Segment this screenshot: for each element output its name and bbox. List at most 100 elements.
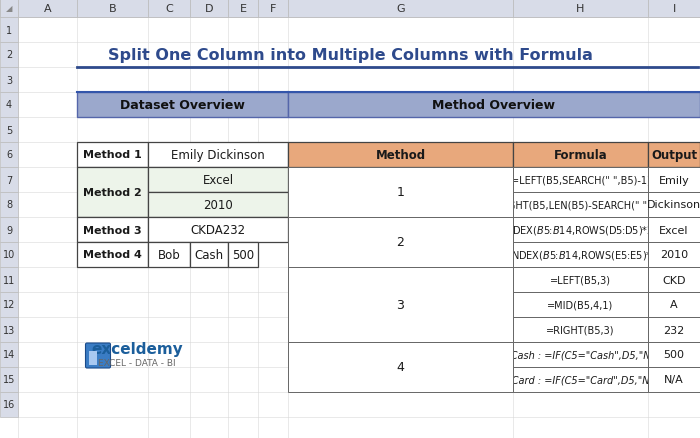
Bar (148, 143, 288, 168)
Text: Method 2: Method 2 (83, 187, 142, 198)
Bar (0, 392, 18, 417)
Text: exceldemy: exceldemy (91, 341, 183, 356)
Text: 12: 12 (3, 300, 15, 310)
Text: A: A (43, 4, 51, 14)
Text: 4: 4 (6, 100, 12, 110)
Bar (648, 0, 700, 18)
Bar (0, 118, 18, 143)
Bar (18, 0, 77, 18)
Bar (513, 292, 648, 317)
Text: EXCEL - DATA - BI: EXCEL - DATA - BI (452, 301, 536, 311)
FancyBboxPatch shape (85, 343, 111, 368)
Bar (0, 367, 18, 392)
Text: Method 4: Method 4 (83, 250, 142, 260)
Bar (513, 317, 648, 342)
Text: Bob: Bob (158, 248, 181, 261)
Bar (89, 351, 97, 365)
Bar (0, 168, 18, 193)
Text: 13: 13 (3, 325, 15, 335)
Text: 1: 1 (397, 186, 405, 199)
Text: 2010: 2010 (660, 250, 688, 260)
Bar (288, 143, 513, 168)
Bar (0, 143, 18, 168)
Bar (148, 168, 288, 193)
Text: C: C (165, 4, 173, 14)
Bar (648, 342, 700, 367)
Bar (190, 0, 228, 18)
Text: 232: 232 (664, 325, 685, 335)
Bar (0, 243, 18, 267)
Bar (648, 367, 700, 392)
Text: ◢: ◢ (6, 4, 13, 14)
Text: For Cash : =IF(C5="Cash",D5,"N/A"): For Cash : =IF(C5="Cash",D5,"N/A") (492, 350, 668, 360)
Bar (288, 168, 513, 218)
Text: CKDA232: CKDA232 (190, 223, 246, 237)
Text: 500: 500 (232, 248, 254, 261)
Bar (0, 43, 18, 68)
Text: CKD: CKD (662, 275, 686, 285)
Bar (288, 93, 700, 118)
Bar (148, 193, 288, 218)
Text: 3: 3 (397, 298, 405, 311)
Text: 16: 16 (3, 399, 15, 410)
Bar (77, 143, 148, 168)
Text: H: H (576, 4, 584, 14)
Bar (648, 193, 700, 218)
Bar (513, 243, 648, 267)
Bar (648, 243, 700, 267)
Text: =LEFT(B5,SEARCH(" ",B5)-1): =LEFT(B5,SEARCH(" ",B5)-1) (510, 175, 650, 185)
Bar (0, 68, 18, 93)
Bar (0, 292, 18, 317)
Text: Method 1: Method 1 (83, 150, 142, 160)
Text: N/A: N/A (664, 374, 684, 385)
Text: Method: Method (375, 148, 426, 162)
Text: 14: 14 (3, 350, 15, 360)
Bar (513, 342, 648, 367)
Bar (513, 267, 648, 292)
Text: EXCEL - DATA - BI: EXCEL - DATA - BI (98, 358, 176, 367)
Bar (228, 243, 258, 267)
Text: Dataset Overview: Dataset Overview (120, 99, 245, 112)
Text: 4: 4 (397, 360, 405, 374)
Bar (288, 267, 513, 342)
Text: exceldemy: exceldemy (419, 280, 570, 304)
Text: Excel: Excel (659, 225, 689, 235)
Text: =INDEX($B$5:$B$14,ROWS(E5:E5)*2): =INDEX($B$5:$B$14,ROWS(E5:E5)*2) (500, 248, 662, 261)
Text: 11: 11 (3, 275, 15, 285)
Text: Method Overview: Method Overview (433, 99, 556, 112)
Text: G: G (396, 4, 405, 14)
Bar (190, 243, 228, 267)
Bar (513, 218, 648, 243)
Text: For Card : =IF(C5="Card",D5,"N/A"): For Card : =IF(C5="Card",D5,"N/A") (494, 374, 668, 385)
Bar (77, 168, 148, 218)
Bar (513, 0, 648, 18)
Text: 8: 8 (6, 200, 12, 210)
Text: 3: 3 (6, 75, 12, 85)
Text: 10: 10 (3, 250, 15, 260)
Bar (648, 267, 700, 292)
Text: =INDEX($B$5:$B$14,ROWS(D5:D5)*2-1): =INDEX($B$5:$B$14,ROWS(D5:D5)*2-1) (494, 223, 667, 237)
Text: 15: 15 (3, 374, 15, 385)
Text: 9: 9 (6, 225, 12, 235)
Bar (513, 143, 648, 168)
Text: 2: 2 (397, 236, 405, 249)
Bar (0, 18, 18, 43)
Text: B: B (108, 4, 116, 14)
Bar (648, 292, 700, 317)
Text: Dickinson: Dickinson (647, 200, 700, 210)
Bar (77, 0, 148, 18)
Text: Emily Dickinson: Emily Dickinson (171, 148, 265, 162)
Bar (513, 168, 648, 193)
Bar (0, 93, 18, 118)
Bar (513, 193, 648, 218)
Text: E: E (239, 4, 246, 14)
Bar (648, 218, 700, 243)
Bar (258, 0, 288, 18)
Text: Cash: Cash (195, 248, 223, 261)
Bar (648, 317, 700, 342)
Text: 1: 1 (6, 25, 12, 35)
Text: =LEFT(B5,3): =LEFT(B5,3) (550, 275, 611, 285)
Bar (77, 243, 148, 267)
Bar (288, 218, 513, 267)
Bar (513, 367, 648, 392)
